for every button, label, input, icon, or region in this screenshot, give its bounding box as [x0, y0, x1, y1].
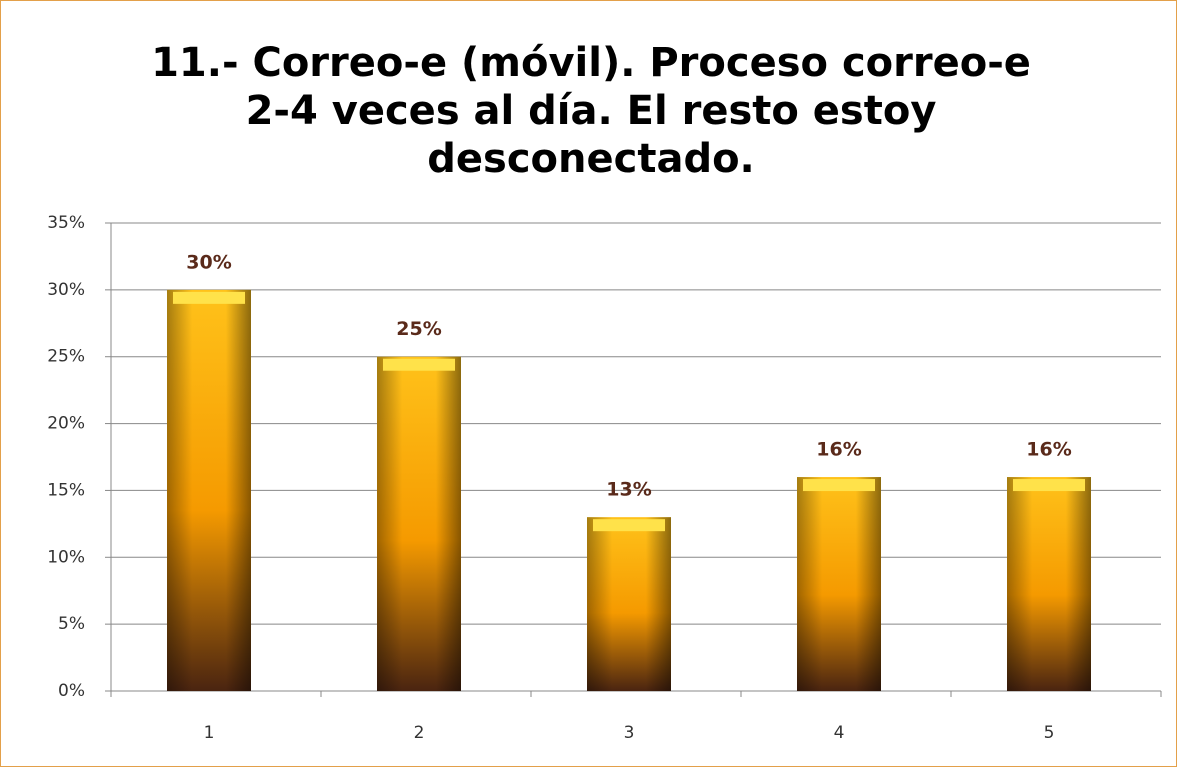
- y-tick-label: 35%: [47, 213, 85, 233]
- x-tick-label: 1: [204, 723, 215, 743]
- y-tick-label: 5%: [58, 614, 85, 634]
- y-tick-label: 10%: [47, 547, 85, 567]
- value-label: 30%: [186, 251, 231, 273]
- y-tick-label: 20%: [47, 414, 85, 434]
- y-tick-label: 15%: [47, 480, 85, 500]
- value-label: 16%: [816, 439, 861, 461]
- bar-cap: [803, 479, 875, 492]
- value-label: 16%: [1026, 439, 1071, 461]
- bar-shade: [377, 356, 461, 691]
- y-tick-label: 25%: [47, 347, 85, 367]
- value-label: 25%: [396, 318, 441, 340]
- value-label: 13%: [606, 479, 651, 501]
- y-tick-label: 0%: [58, 681, 85, 701]
- x-tick-label: 4: [834, 723, 845, 743]
- bar-shade: [587, 517, 671, 691]
- bar-cap: [1013, 479, 1085, 492]
- bar-shade: [1007, 477, 1091, 691]
- bar-cap: [173, 291, 245, 304]
- bar-cap: [383, 358, 455, 371]
- y-tick-label: 30%: [47, 280, 85, 300]
- bar-cap: [593, 519, 665, 532]
- x-tick-label: 3: [624, 723, 635, 743]
- chart-title: 11.- Correo-e (móvil). Proceso correo-e …: [151, 40, 1031, 182]
- x-tick-label: 5: [1044, 723, 1055, 743]
- bar-shade: [167, 289, 251, 691]
- x-tick-label: 2: [414, 723, 425, 743]
- bar-shade: [797, 477, 881, 691]
